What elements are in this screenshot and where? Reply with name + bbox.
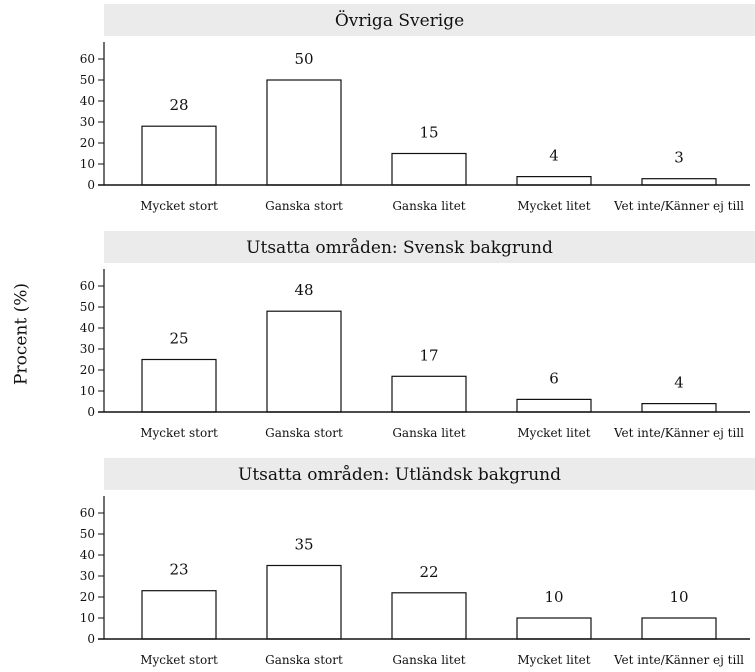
x-tick-label: Vet inte/Känner ej till: [613, 199, 744, 213]
y-tick-label: 40: [80, 94, 95, 108]
bar-value-label: 22: [419, 563, 438, 581]
bar: [516, 398, 592, 413]
y-tick-label: 20: [80, 136, 95, 150]
bar: [391, 152, 467, 186]
x-tick-label: Mycket litet: [517, 199, 590, 213]
y-tick-label: 50: [80, 73, 95, 87]
bar: [141, 358, 217, 413]
y-tick-label: 30: [80, 115, 95, 129]
y-tick-label: 10: [80, 157, 95, 171]
y-tick-label: 10: [80, 384, 95, 398]
y-tick-label: 0: [87, 632, 95, 646]
y-axis-label: Procent (%): [12, 283, 32, 385]
bar-value-label: 6: [549, 369, 559, 387]
chart-panel-2: Utsatta områden: Svensk bakgrund 0 10 20 30 4…: [80, 231, 755, 440]
y-tick-label: 20: [80, 590, 95, 604]
y-axis-label-group: Procent (%): [12, 283, 32, 385]
bar: [641, 403, 717, 413]
x-tick-label: Mycket stort: [140, 199, 218, 213]
chart-panel-3: Utsatta områden: Utländsk bakgrund 0 10 20 3…: [80, 458, 755, 667]
x-tick-label: Ganska litet: [392, 199, 465, 213]
x-tick-label: Ganska litet: [392, 653, 465, 667]
bar-value-label: 28: [169, 96, 188, 114]
bar-value-label: 23: [169, 561, 188, 579]
x-tick-label: Ganska stort: [265, 199, 343, 213]
bar-value-label: 4: [674, 374, 684, 392]
bar: [266, 79, 342, 186]
bar: [516, 176, 592, 186]
x-tick-label: Vet inte/Känner ej till: [613, 426, 744, 440]
bar-value-label: 25: [169, 330, 188, 348]
chart-panel-1: Övriga Sverige 0 10 20 30 40 50 60 28 Mycket stor…: [80, 4, 755, 213]
y-tick-label: 50: [80, 300, 95, 314]
panel-title: Utsatta områden: Utländsk bakgrund: [238, 465, 561, 485]
x-tick-label: Ganska stort: [265, 426, 343, 440]
bar: [391, 592, 467, 640]
bar-value-label: 10: [544, 588, 563, 606]
x-tick-label: Ganska litet: [392, 426, 465, 440]
bar: [516, 617, 592, 640]
y-tick-label: 50: [80, 527, 95, 541]
bar: [641, 617, 717, 640]
y-tick-label: 30: [80, 569, 95, 583]
y-tick-label: 40: [80, 548, 95, 562]
x-tick-label: Vet inte/Känner ej till: [613, 653, 744, 667]
panel-title: Övriga Sverige: [335, 10, 464, 31]
bar-value-label: 3: [674, 149, 684, 167]
y-tick-label: 60: [80, 279, 95, 293]
panel-title: Utsatta områden: Svensk bakgrund: [246, 238, 553, 258]
y-tick-label: 20: [80, 363, 95, 377]
bar-value-label: 10: [669, 588, 688, 606]
y-tick-label: 60: [80, 52, 95, 66]
x-tick-label: Mycket stort: [140, 653, 218, 667]
x-tick-label: Mycket stort: [140, 426, 218, 440]
bar: [391, 375, 467, 413]
x-tick-label: Mycket litet: [517, 426, 590, 440]
y-tick-label: 60: [80, 506, 95, 520]
bar: [266, 564, 342, 640]
bar: [266, 310, 342, 413]
x-tick-label: Mycket litet: [517, 653, 590, 667]
bar: [141, 590, 217, 640]
x-tick-label: Ganska stort: [265, 653, 343, 667]
panel-title-strip: [104, 458, 755, 490]
y-tick-label: 40: [80, 321, 95, 335]
y-tick-label: 10: [80, 611, 95, 625]
bar-value-label: 17: [419, 346, 438, 364]
panel-title-strip: [104, 4, 755, 36]
y-tick-label: 0: [87, 178, 95, 192]
bar-value-label: 4: [549, 147, 559, 165]
bar: [641, 178, 717, 186]
bar-value-label: 15: [419, 124, 438, 142]
bar-value-label: 50: [294, 50, 313, 68]
bar: [141, 125, 217, 186]
bar-value-label: 48: [294, 281, 313, 299]
y-tick-label: 30: [80, 342, 95, 356]
bar-value-label: 35: [294, 536, 313, 554]
panel-title-strip: [104, 231, 755, 263]
y-tick-label: 0: [87, 405, 95, 419]
